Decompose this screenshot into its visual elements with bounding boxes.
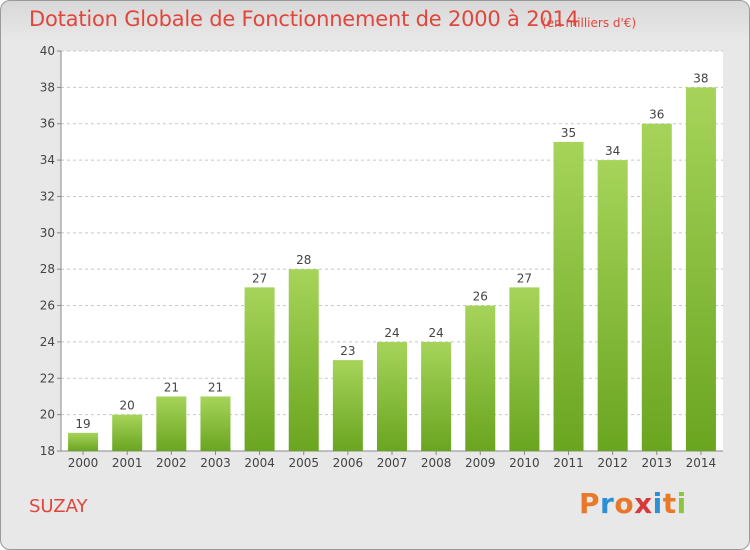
x-tick-label: 2002: [156, 456, 187, 470]
data-label-2006: 23: [340, 344, 355, 358]
x-tick-label: 2008: [421, 456, 452, 470]
chart-title: Dotation Globale de Fonctionnement de 20…: [29, 7, 579, 31]
y-tick-label: 30: [40, 226, 55, 240]
bar-2010: [509, 287, 540, 451]
logo-letter: o: [614, 487, 635, 520]
bars: [68, 87, 716, 452]
logo-letter: i: [652, 487, 663, 520]
data-label-2013: 36: [649, 108, 664, 122]
y-tick-label: 24: [40, 335, 55, 349]
data-labels: 19 20 21 21 27 28 23 24 24 26 27 35 34 36 38: [75, 71, 708, 430]
data-label-2010: 27: [517, 271, 532, 285]
data-label-2007: 24: [384, 326, 399, 340]
chart-unit-note: (en milliers d'€): [542, 16, 637, 30]
data-label-2011: 35: [561, 126, 576, 140]
data-label-2009: 26: [473, 290, 488, 304]
data-label-2014: 38: [693, 71, 708, 85]
data-label-2005: 28: [296, 253, 311, 267]
y-tick-label: 22: [40, 371, 55, 385]
logo-letter: P: [579, 487, 601, 520]
y-tick-label: 18: [40, 444, 55, 458]
y-tick-label: 28: [40, 262, 55, 276]
proxiti-logo: Proxiti: [579, 487, 687, 520]
bar-2008: [421, 341, 452, 451]
bar-2012: [597, 160, 628, 451]
data-label-2002: 21: [164, 380, 179, 394]
bar-2011: [553, 141, 584, 451]
x-tick-label: 2001: [112, 456, 143, 470]
x-tick-label: 2007: [377, 456, 408, 470]
x-tick-label: 2009: [465, 456, 496, 470]
data-label-2004: 27: [252, 271, 267, 285]
y-tick-label: 40: [40, 44, 55, 58]
y-tick-label: 36: [40, 117, 55, 131]
bar-2005: [288, 269, 319, 451]
x-tick-label: 2010: [509, 456, 540, 470]
bar-2004: [244, 287, 275, 451]
logo-letter: r: [600, 487, 615, 520]
x-tick-label: 2004: [244, 456, 275, 470]
x-tick-label: 2000: [68, 456, 99, 470]
bar-2006: [332, 360, 363, 451]
x-tick-label: 2006: [333, 456, 364, 470]
town-name: SUZAY: [29, 496, 88, 517]
data-label-2000: 19: [75, 417, 90, 431]
data-label-2003: 21: [208, 380, 223, 394]
y-tick-label: 32: [40, 189, 55, 203]
logo-letter: t: [662, 487, 677, 520]
bar-2014: [685, 87, 716, 451]
y-tick-label: 20: [40, 408, 55, 422]
data-label-2001: 20: [120, 399, 135, 413]
y-tick-label: 34: [40, 153, 55, 167]
y-tick-label: 26: [40, 299, 55, 313]
bar-2000: [68, 432, 99, 451]
x-tick-label: 2005: [288, 456, 319, 470]
x-tick-label: 2014: [686, 456, 717, 470]
x-tick-label: 2013: [642, 456, 673, 470]
bar-2007: [376, 341, 408, 451]
data-label-2012: 34: [605, 144, 620, 158]
logo-letter: x: [634, 487, 653, 520]
bar-2013: [641, 123, 672, 452]
x-tick-label: 2012: [597, 456, 628, 470]
logo-letter: i: [676, 487, 687, 520]
data-label-2008: 24: [428, 326, 443, 340]
x-tick-label: 2003: [200, 456, 231, 470]
bar-2009: [465, 305, 496, 451]
bar-2003: [200, 396, 231, 451]
y-tick-label: 38: [40, 80, 55, 94]
x-tick-label: 2011: [553, 456, 584, 470]
bar-2001: [112, 414, 143, 451]
bar-2002: [156, 396, 187, 451]
